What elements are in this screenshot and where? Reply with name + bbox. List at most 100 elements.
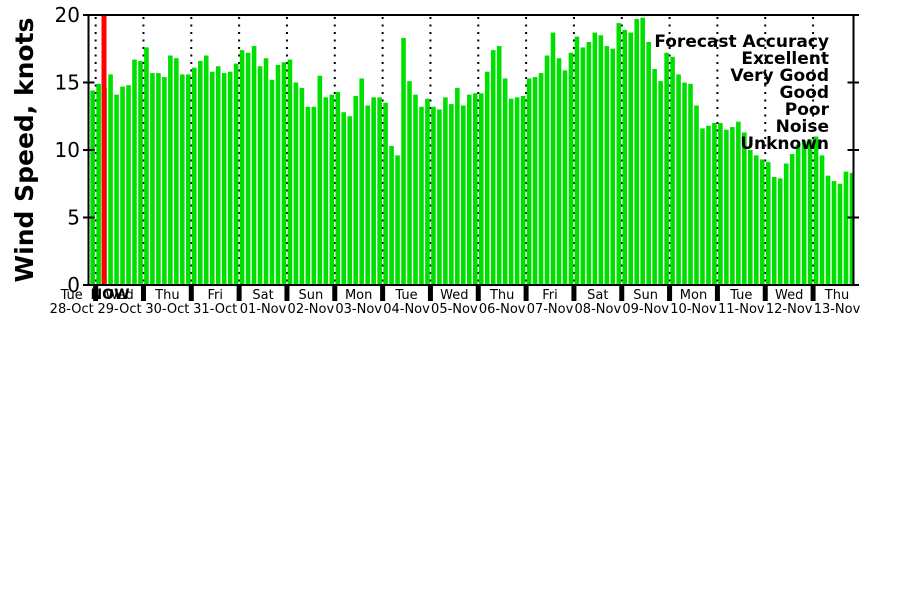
bar: [550, 32, 556, 285]
now-line: [101, 15, 107, 285]
bar: [150, 73, 155, 285]
legend-entry-excellent: Excellent: [741, 49, 829, 69]
bar: [712, 123, 717, 285]
x-day-label: Mon: [680, 288, 707, 303]
bar: [742, 132, 747, 285]
x-date-label: 08-Nov: [575, 302, 622, 317]
bar: [849, 172, 853, 285]
x-date-label: 09-Nov: [622, 302, 669, 317]
x-day-tick: [475, 284, 481, 301]
bar: [472, 93, 478, 285]
bar: [425, 98, 430, 285]
bar: [783, 163, 789, 285]
bar: [341, 112, 347, 285]
bar: [795, 144, 801, 285]
x-date-label: 01-Nov: [240, 302, 287, 317]
x-day-label: Wed: [105, 288, 133, 303]
bar: [508, 98, 514, 285]
x-day-tick: [714, 284, 720, 301]
bar: [251, 46, 257, 285]
x-day-tick: [667, 284, 673, 301]
bar: [215, 66, 221, 285]
bar: [682, 82, 687, 285]
bar: [467, 94, 472, 286]
bar: [311, 106, 317, 285]
x-date-label: 31-Oct: [193, 302, 237, 317]
bar: [138, 60, 143, 286]
bar: [544, 55, 550, 285]
x-day-tick: [332, 284, 338, 301]
bar: [765, 162, 771, 285]
bar: [592, 32, 598, 285]
bar: [634, 19, 640, 286]
now-line-group: [101, 15, 107, 285]
bar: [753, 155, 759, 285]
x-day-label: Thu: [154, 288, 179, 303]
legend-entry-very-good: Very Good: [730, 66, 829, 86]
bar: [670, 56, 675, 285]
x-day-label: Fri: [542, 288, 558, 303]
bar: [227, 71, 233, 285]
x-day-tick: [93, 284, 99, 301]
axis-ticks-and-labels: 05101520Tue28-OctWed29-OctThu30-OctFri31…: [50, 3, 861, 317]
x-day-label: Thu: [489, 288, 514, 303]
bar: [622, 29, 628, 285]
x-date-label: 05-Nov: [431, 302, 478, 317]
legend-entry-good: Good: [780, 83, 829, 103]
bar: [197, 60, 203, 286]
bar: [90, 90, 95, 285]
bar: [293, 82, 299, 285]
legend: Forecast Accuracy Excellent Very Good Go…: [654, 32, 829, 154]
bar: [239, 50, 245, 285]
bar: [186, 74, 191, 286]
bar: [359, 78, 364, 285]
bar: [706, 125, 711, 285]
bar: [233, 63, 239, 285]
x-day-tick: [284, 284, 290, 301]
x-day-tick: [619, 284, 625, 301]
bar: [335, 91, 341, 285]
legend-entry-unknown: Unknown: [740, 134, 829, 154]
bar: [449, 104, 454, 285]
y-tick-label: 10: [55, 138, 80, 162]
bar: [771, 177, 777, 285]
x-day-tick: [236, 284, 242, 301]
bar: [245, 52, 251, 285]
bar: [801, 140, 807, 285]
bar: [287, 59, 293, 285]
bar: [837, 183, 843, 285]
bar: [203, 55, 209, 285]
bar: [221, 73, 227, 285]
bar: [658, 81, 663, 286]
bar: [299, 87, 305, 286]
bar: [598, 35, 604, 285]
bar: [526, 78, 532, 285]
x-day-label: Tue: [394, 288, 417, 303]
bar: [568, 52, 574, 285]
y-axis-title: Wind Speed, knots: [10, 18, 39, 283]
bar: [819, 155, 825, 285]
bar: [209, 71, 215, 285]
bar: [652, 69, 657, 285]
bar: [317, 75, 323, 285]
bar: [257, 66, 263, 285]
bar: [538, 73, 544, 285]
legend-entry-poor: Poor: [785, 100, 830, 120]
bar: [126, 85, 131, 285]
x-day-label: Sat: [252, 288, 273, 303]
y-tick-label: 20: [55, 3, 80, 27]
bar: [514, 97, 520, 285]
bar: [407, 81, 412, 286]
bar: [383, 102, 388, 285]
legend-entry-noise: Noise: [776, 117, 829, 137]
bar: [478, 93, 484, 285]
x-day-tick: [523, 284, 529, 301]
x-day-tick: [188, 284, 194, 301]
bar: [269, 79, 275, 285]
x-day-label: Thu: [824, 288, 849, 303]
y-tick-label: 15: [55, 71, 80, 95]
x-day-label: Wed: [775, 288, 803, 303]
now-label: NOW: [90, 287, 129, 303]
